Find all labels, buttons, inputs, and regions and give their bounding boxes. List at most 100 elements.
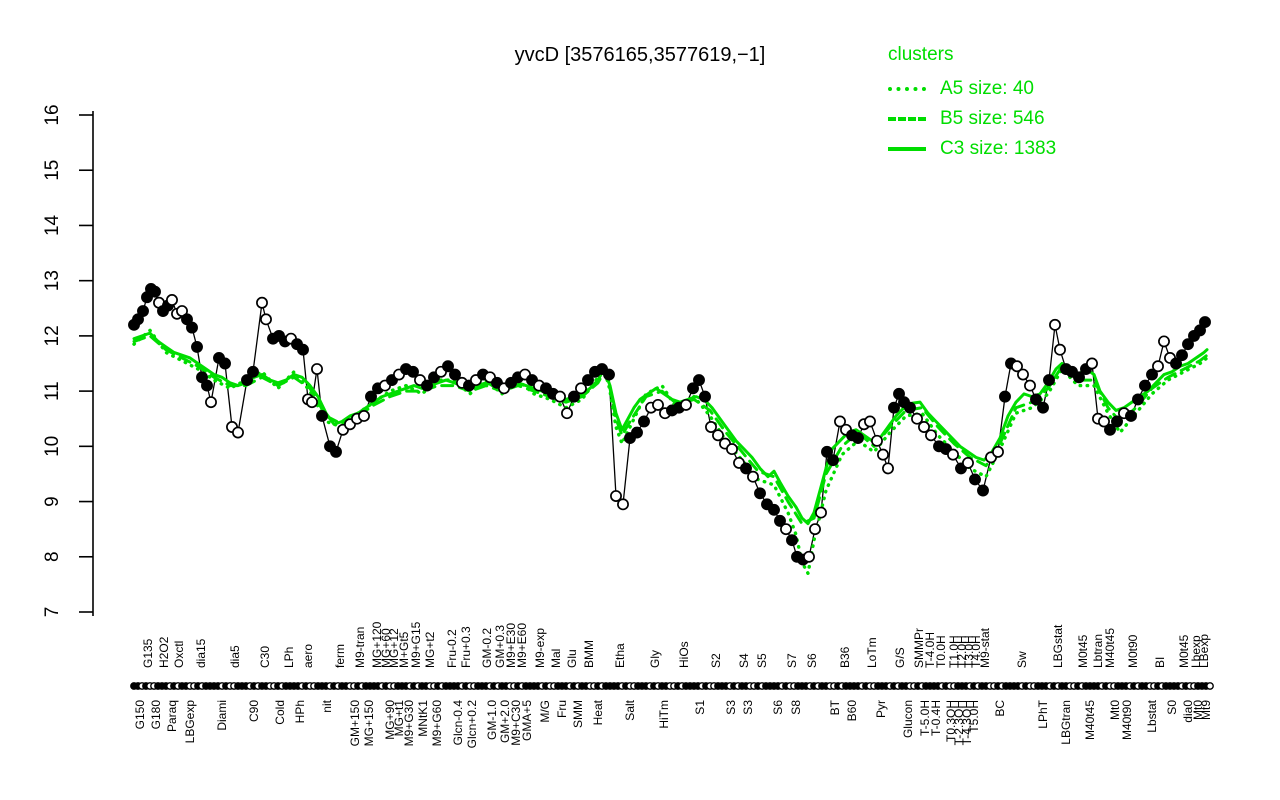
x-axis-label: Glu bbox=[565, 649, 579, 668]
gene-point-open bbox=[205, 396, 217, 409]
x-axis-label: LBGexp bbox=[183, 700, 197, 744]
x-axis-label: Mt0 bbox=[1191, 700, 1205, 720]
x-axis-label: S4 bbox=[737, 653, 751, 668]
x-axis-label: Sw bbox=[1015, 651, 1029, 668]
gene-point-filled bbox=[241, 374, 253, 387]
gene-point-filled bbox=[201, 379, 213, 392]
y-tick-label: 8 bbox=[42, 551, 63, 562]
x-axis-label: GMA+5 bbox=[520, 700, 534, 741]
gene-point-open bbox=[1017, 368, 1029, 381]
gene-point-open bbox=[925, 429, 937, 442]
gene-point-filled bbox=[297, 343, 309, 356]
x-axis-label: G150 bbox=[133, 700, 147, 730]
x-axis-label: Oxctl bbox=[172, 641, 186, 668]
x-axis-label: GM+0.3 bbox=[493, 625, 507, 668]
x-axis-label: Heat bbox=[591, 699, 605, 725]
x-axis-label: Lbstat bbox=[1145, 699, 1159, 732]
x-axis-label: S8 bbox=[789, 700, 803, 715]
gene-point-open bbox=[809, 523, 821, 536]
x-axis-label: Mt0 bbox=[1108, 700, 1122, 720]
x-axis-label: M9+G15 bbox=[409, 621, 423, 668]
gene-point-filled bbox=[186, 321, 198, 334]
gene-point-filled bbox=[827, 454, 839, 467]
gene-point-filled bbox=[219, 357, 231, 370]
gene-point-open bbox=[864, 415, 876, 428]
gene-point-open bbox=[680, 398, 692, 411]
legend-entry-a5: A5 size: 40 bbox=[888, 74, 1056, 104]
y-tick-label: 7 bbox=[42, 607, 63, 618]
legend-entry-b5: B5 size: 546 bbox=[888, 104, 1056, 134]
dashed-line-sample bbox=[888, 117, 926, 121]
gene-point-filled bbox=[786, 534, 798, 547]
gene-point-open bbox=[705, 421, 717, 433]
x-axis-label: S6 bbox=[805, 653, 819, 668]
x-axis-label: H2O2 bbox=[157, 636, 171, 668]
x-axis-label: B60 bbox=[845, 700, 859, 722]
gene-point-filled bbox=[977, 484, 989, 497]
x-axis-label: M40t45 bbox=[1083, 700, 1097, 740]
gene-point-filled bbox=[407, 365, 419, 378]
x-axis-label: M9+C30 bbox=[509, 700, 523, 746]
x-axis-label: S5 bbox=[755, 653, 769, 668]
x-axis-label: LoTm bbox=[865, 637, 879, 668]
gene-point-open bbox=[617, 498, 629, 511]
gene-point-filled bbox=[774, 514, 786, 527]
x-axis-label: LBexp bbox=[1197, 634, 1211, 668]
page-title: yvcD [3576165,3577619,−1] bbox=[514, 44, 766, 66]
x-axis-label: T2.0H bbox=[955, 635, 969, 668]
x-axis-label: MG+t1 bbox=[392, 700, 406, 737]
x-axis-label: Etha bbox=[613, 643, 627, 668]
gene-point-filled bbox=[631, 426, 643, 439]
gene-point-filled bbox=[316, 410, 328, 422]
x-axis-label: M40t90 bbox=[1120, 700, 1134, 740]
gene-point-filled bbox=[999, 390, 1011, 403]
gene-point-filled bbox=[969, 473, 981, 486]
x-axis-label: Salt bbox=[623, 699, 637, 720]
x-axis-label: GM+2.0 bbox=[498, 700, 512, 743]
x-axis-label: T4.0H bbox=[969, 635, 983, 668]
gene-point-open bbox=[962, 456, 974, 469]
gene-point-open bbox=[232, 426, 244, 439]
x-axis-label: aero bbox=[301, 644, 315, 668]
legend-label-c3: C3 size: 1383 bbox=[940, 138, 1057, 159]
x-axis-label: Paraq bbox=[165, 700, 179, 732]
gene-point-open bbox=[992, 445, 1004, 458]
gene-point-open bbox=[1054, 343, 1066, 356]
cluster-line-c3 bbox=[132, 331, 1209, 526]
x-axis-label: dia15 bbox=[194, 638, 208, 668]
gene-point-open bbox=[1049, 318, 1061, 331]
x-axis-label: Fru bbox=[555, 700, 569, 718]
x-axis-label: Mal bbox=[549, 649, 563, 668]
x-axis-label: LPh bbox=[282, 647, 296, 668]
gene-point-filled bbox=[1199, 316, 1211, 329]
gene-point-open bbox=[918, 421, 930, 433]
gene-point-filled bbox=[904, 401, 916, 414]
x-axis-label: M9+G30 bbox=[402, 700, 416, 747]
x-axis-label: T-2.3OH bbox=[952, 700, 966, 745]
gene-point-filled bbox=[888, 401, 900, 414]
gene-point-open bbox=[260, 313, 272, 326]
x-axis-label: G135 bbox=[141, 638, 155, 668]
gene-point-open bbox=[575, 382, 587, 395]
x-axis-label: Cold bbox=[273, 700, 287, 725]
x-axis-label: C30 bbox=[258, 646, 272, 668]
gene-point-open bbox=[882, 462, 894, 475]
x-axis-label: M9+E60 bbox=[515, 623, 529, 668]
x-axis-label: SMM bbox=[571, 700, 585, 728]
x-axis-label: LPhT bbox=[1036, 699, 1050, 728]
x-axis-label: LBGtran bbox=[1059, 700, 1073, 745]
gene-point-filled bbox=[1037, 401, 1049, 414]
gene-point-filled bbox=[768, 503, 780, 516]
x-axis-label: S7 bbox=[785, 653, 799, 668]
x-axis-label: S3 bbox=[724, 700, 738, 715]
y-tick-label: 9 bbox=[42, 496, 63, 507]
gene-point-open bbox=[561, 407, 573, 420]
gene-point-filled bbox=[191, 340, 203, 353]
gene-point-open bbox=[610, 490, 622, 502]
x-axis-label: T-5.0H bbox=[918, 700, 932, 736]
gene-point-filled bbox=[1030, 393, 1042, 406]
x-axis-label: Mt9 bbox=[1199, 700, 1213, 720]
gene-point-filled bbox=[421, 379, 433, 392]
